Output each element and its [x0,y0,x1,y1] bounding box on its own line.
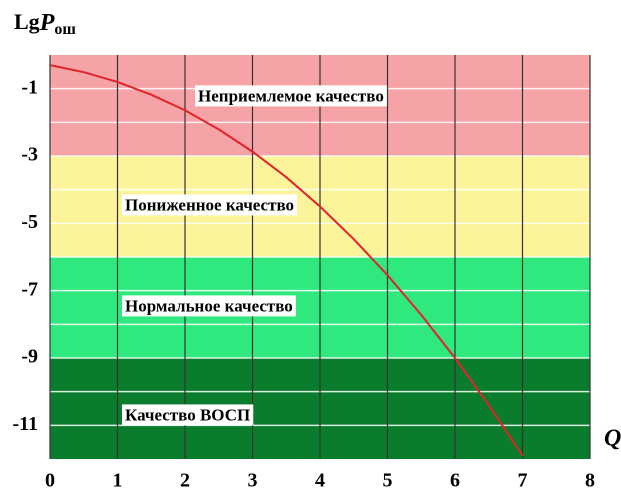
y-tick-label: -3 [21,144,38,166]
x-tick-label: 4 [315,470,325,492]
x-tick-label: 8 [585,470,595,492]
band-label: Неприемлемое качество [198,86,384,105]
band-label-bg [122,404,254,426]
x-tick-label: 2 [180,470,190,492]
y-tick-label: -5 [21,211,38,233]
band-label: Качество ВОСП [125,405,250,424]
plot-area: Неприемлемое качество Пониженное качество… [12,55,595,492]
x-tick-label: 1 [113,470,123,492]
band-label: Нормальное качество [125,296,293,315]
x-tick-label: 5 [383,470,393,492]
band-label-group: Нормальное качество [122,295,296,317]
x-axis-label: Q [604,426,621,452]
y-tick-label: -7 [21,278,38,300]
x-tick-label: 6 [450,470,460,492]
y-tick-label: -9 [21,346,38,368]
band-label-bg [195,85,387,107]
band-label-bg [122,295,296,317]
band-label: Пониженное качество [125,195,294,214]
y-label-text: Lg [14,9,40,34]
x-tick-label: 3 [248,470,258,492]
band-label-group: Качество ВОСП [122,404,254,426]
y-axis-label: LgPош [14,9,76,38]
band-label-bg [122,194,298,216]
y-tick-label: -1 [21,76,38,98]
y-label-sub: ош [54,21,76,38]
band-label-group: Неприемлемое качество [195,85,387,107]
x-tick-label: 0 [45,470,55,492]
band-label-group: Пониженное качество [122,194,298,216]
y-tick-label: -11 [12,413,38,435]
data-line [49,64,524,457]
y-label-symbol: P [39,10,55,36]
x-tick-label: 7 [518,470,528,492]
